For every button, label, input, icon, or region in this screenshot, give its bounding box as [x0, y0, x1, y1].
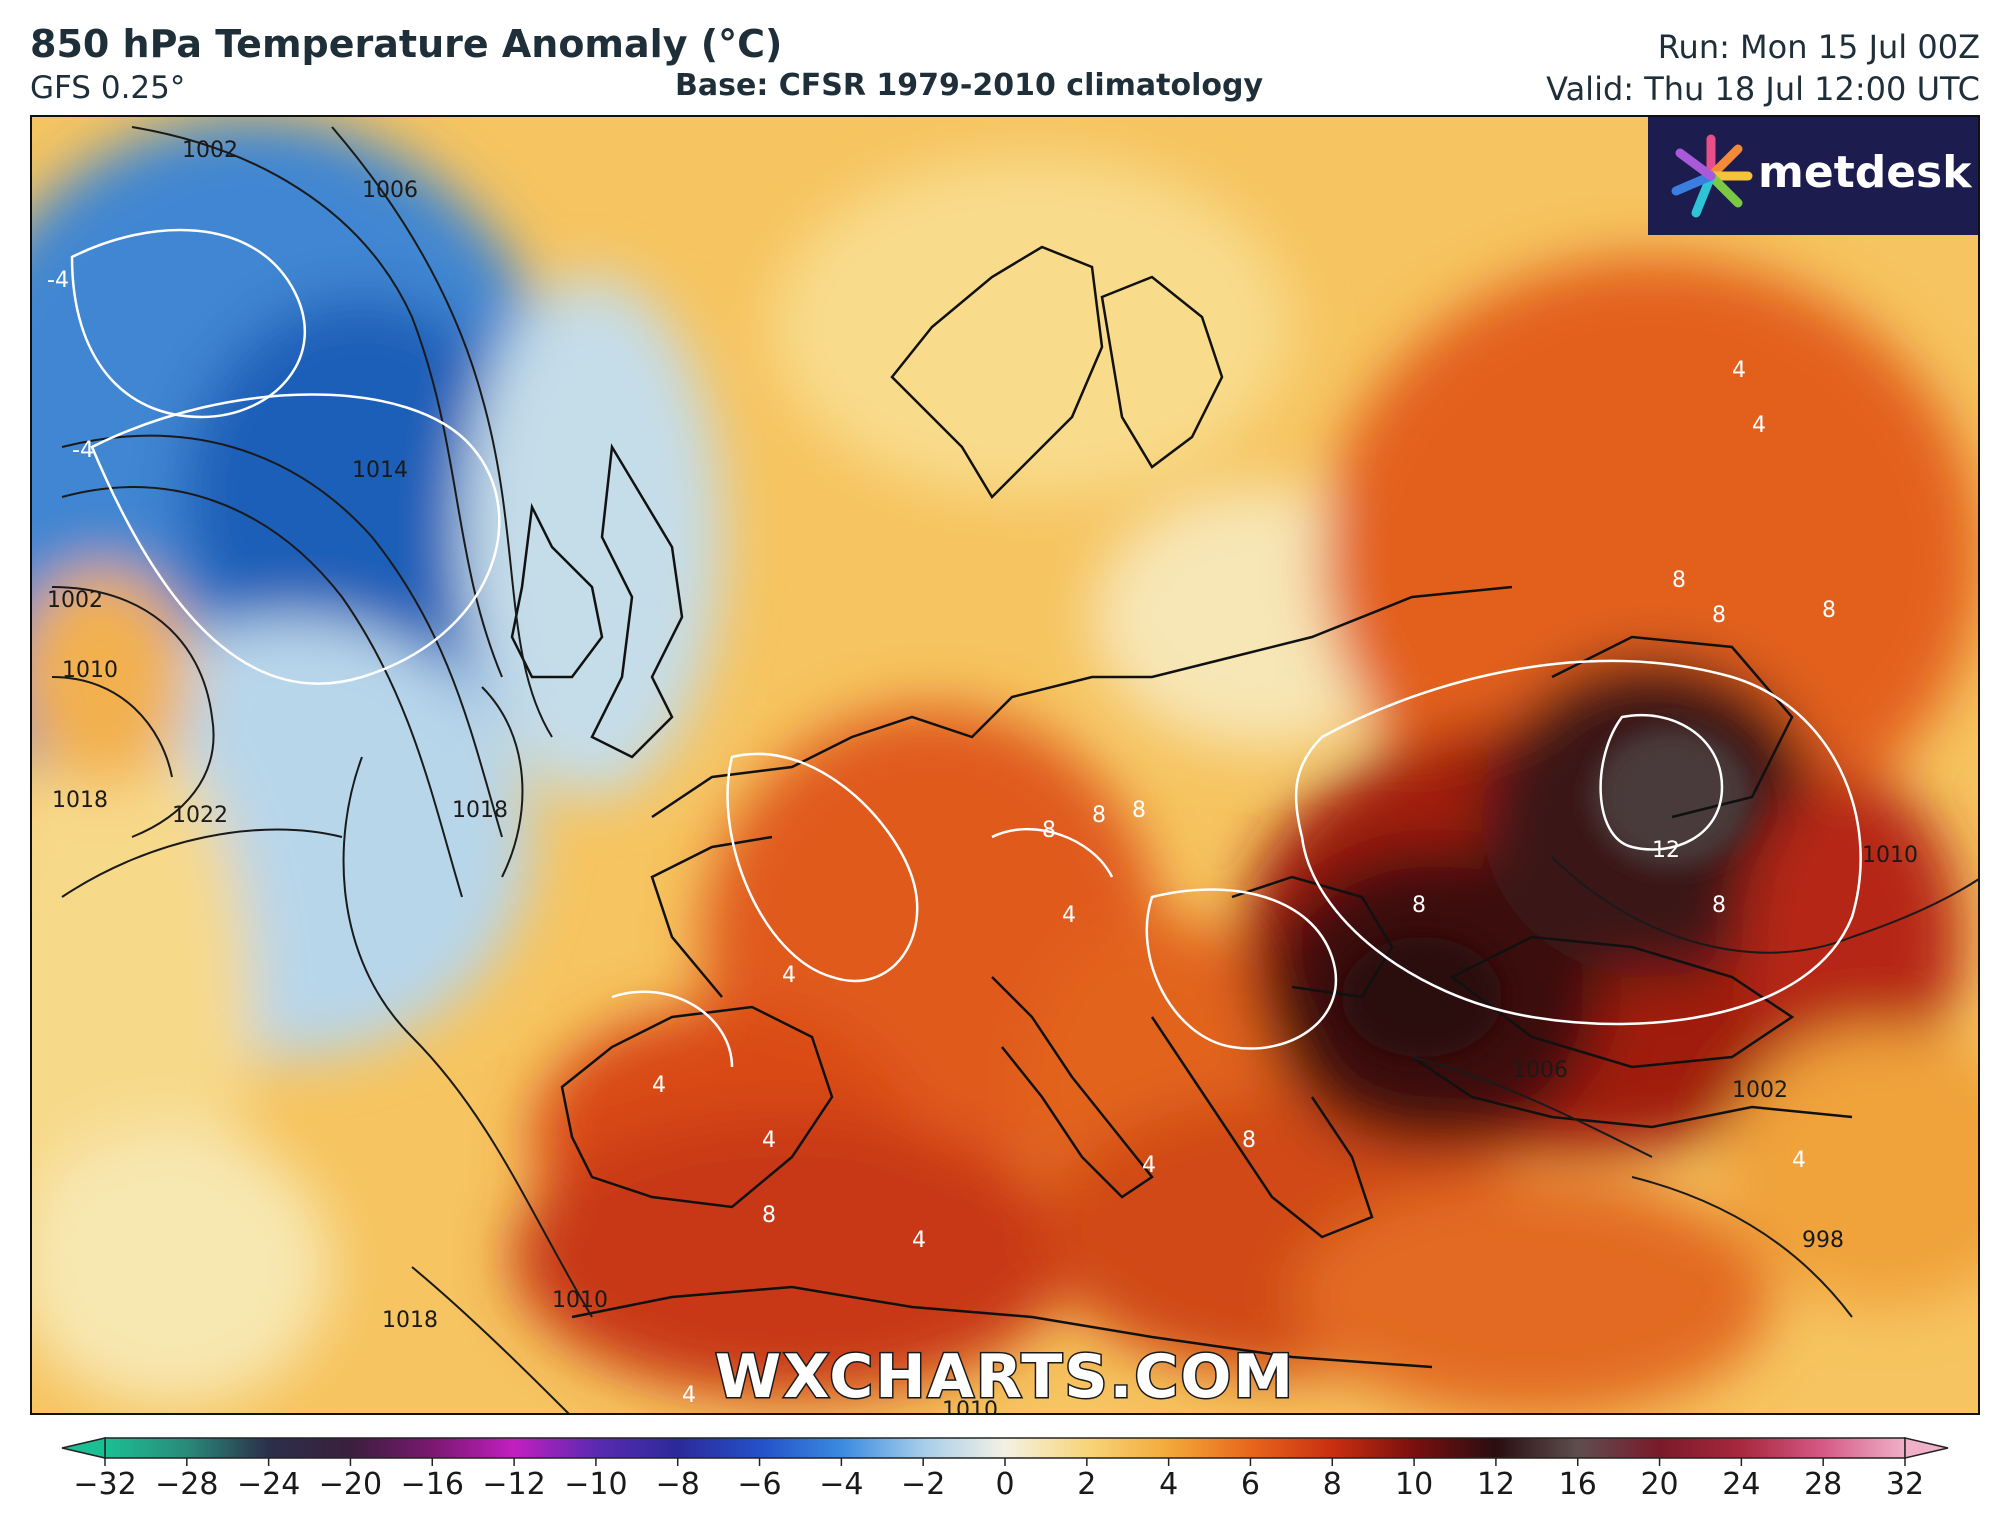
run-time-label: Run: Mon 15 Jul 00Z — [1657, 28, 1980, 66]
colorbar-tick-label: 10 — [1394, 1467, 1434, 1502]
colorbar-tick-label: −2 — [901, 1467, 946, 1502]
map-canvas: 1002 1006 1014 1002 1010 1018 1022 1018 … — [32, 117, 1978, 1415]
colorbar-tick-label: 20 — [1640, 1467, 1679, 1502]
colorbar-tick-label: −12 — [482, 1467, 546, 1502]
anomaly-label: 4 — [652, 1073, 666, 1098]
anomaly-label: -4 — [47, 268, 69, 293]
anomaly-label: 8 — [1132, 798, 1146, 823]
isobar-label: 1018 — [452, 798, 508, 823]
isobar-label: 1018 — [52, 788, 108, 813]
metdesk-logo-text: metdesk — [1758, 147, 1972, 198]
model-label: GFS 0.25° — [30, 70, 186, 106]
colorbar-extend-low — [61, 1437, 106, 1459]
colorbar-tick-label: 8 — [1322, 1467, 1342, 1502]
anomaly-label: 12 — [1652, 838, 1680, 863]
colorbar-tick-label: 28 — [1804, 1467, 1843, 1502]
climatology-base-label: Base: CFSR 1979-2010 climatology — [675, 68, 1264, 103]
colorbar-tick-label: −32 — [73, 1467, 137, 1502]
anomaly-label: 8 — [1712, 893, 1726, 918]
metdesk-burst-icon — [1671, 134, 1753, 218]
isobar-label: 1022 — [172, 803, 228, 828]
anomaly-map: 1002 1006 1014 1002 1010 1018 1022 1018 … — [30, 115, 1980, 1415]
colorbar-tick-label: 2 — [1077, 1467, 1097, 1502]
anomaly-label: 4 — [1062, 903, 1076, 928]
valid-time-label: Valid: Thu 18 Jul 12:00 UTC — [1546, 70, 1980, 108]
anomaly-label-group: -4 -4 4 4 8 8 8 8 8 8 12 8 8 4 4 4 4 4 8… — [47, 268, 1836, 1408]
coastlines — [510, 245, 1853, 1369]
colorbar-tick-label: 4 — [1159, 1467, 1179, 1502]
anomaly-label: 8 — [1242, 1128, 1256, 1153]
colorbar-svg — [61, 1437, 1949, 1466]
colorbar-tick-label: 0 — [995, 1467, 1015, 1502]
anomaly-label: -4 — [72, 438, 94, 463]
metdesk-logo: metdesk — [1648, 117, 1978, 235]
anomaly-contours — [70, 228, 1862, 1068]
colorbar-tick-label: −16 — [400, 1467, 464, 1502]
anomaly-label: 4 — [1142, 1153, 1156, 1178]
colorbar-tick-label: −4 — [819, 1467, 864, 1502]
anomaly-label: 8 — [1412, 893, 1426, 918]
anomaly-label: 8 — [1672, 568, 1686, 593]
colorbar-tick-label: −10 — [564, 1467, 628, 1502]
anomaly-label: 8 — [1822, 598, 1836, 623]
isobar-label: 998 — [1802, 1228, 1844, 1253]
isobar-label: 1002 — [182, 138, 238, 163]
colorbar-tick-label: −8 — [655, 1467, 700, 1502]
anomaly-label: 8 — [1092, 803, 1106, 828]
wxcharts-watermark: WXCHARTS.COM — [713, 1341, 1296, 1414]
anomaly-label: 8 — [762, 1203, 776, 1228]
colorbar-tick-label: 12 — [1476, 1467, 1515, 1502]
isobar-label: 1002 — [1732, 1078, 1788, 1103]
colorbar-tick-label: 6 — [1240, 1467, 1260, 1502]
chart-title: 850 hPa Temperature Anomaly (°C) — [30, 22, 783, 66]
isobar-label: 1010 — [552, 1288, 608, 1313]
colorbar-tick-label: −20 — [318, 1467, 383, 1502]
isobar-label: 1014 — [352, 458, 408, 483]
colorbar-gradient — [104, 1437, 1906, 1459]
isobar-label: 1010 — [942, 1398, 998, 1415]
colorbar-tick-label: −28 — [155, 1467, 219, 1502]
isobar-label: 1010 — [1862, 843, 1918, 868]
anomaly-label: 4 — [682, 1383, 696, 1408]
colorbar-tick-label: −24 — [236, 1467, 301, 1502]
anomaly-label: 4 — [912, 1228, 926, 1253]
isobar-label: 1018 — [382, 1308, 438, 1333]
anomaly-label: 4 — [1732, 358, 1746, 383]
anomaly-label: 4 — [1792, 1148, 1806, 1173]
anomaly-core — [1342, 727, 1752, 1057]
anomaly-label: 4 — [782, 963, 796, 988]
anomaly-label: 4 — [762, 1128, 776, 1153]
anomaly-label: 8 — [1712, 603, 1726, 628]
anomaly-label: 8 — [1042, 818, 1056, 843]
isobar-label: 1010 — [62, 658, 118, 683]
colorbar-tick-label: 24 — [1722, 1467, 1761, 1502]
colorbar-extend-high — [1904, 1437, 1949, 1459]
isobar-label-group: 1002 1006 1014 1002 1010 1018 1022 1018 … — [47, 138, 1918, 1415]
colorbar-tick-label: 32 — [1885, 1467, 1925, 1502]
colorbar-tick-label: −6 — [737, 1467, 782, 1502]
isobar-label: 1006 — [362, 178, 418, 203]
colorbar — [60, 1430, 1950, 1490]
anomaly-label: 4 — [1752, 413, 1766, 438]
isobars — [51, 126, 1978, 1413]
colorbar-tick-label: 16 — [1558, 1467, 1597, 1502]
isobar-label: 1006 — [1512, 1058, 1568, 1083]
isobar-label: 1002 — [47, 588, 103, 613]
